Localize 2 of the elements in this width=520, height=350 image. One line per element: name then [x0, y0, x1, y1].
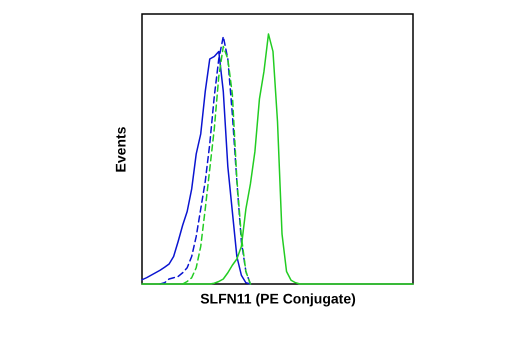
x-axis-title: SLFN11 (PE Conjugate)	[200, 290, 356, 306]
y-axis-title: Events	[112, 126, 128, 172]
